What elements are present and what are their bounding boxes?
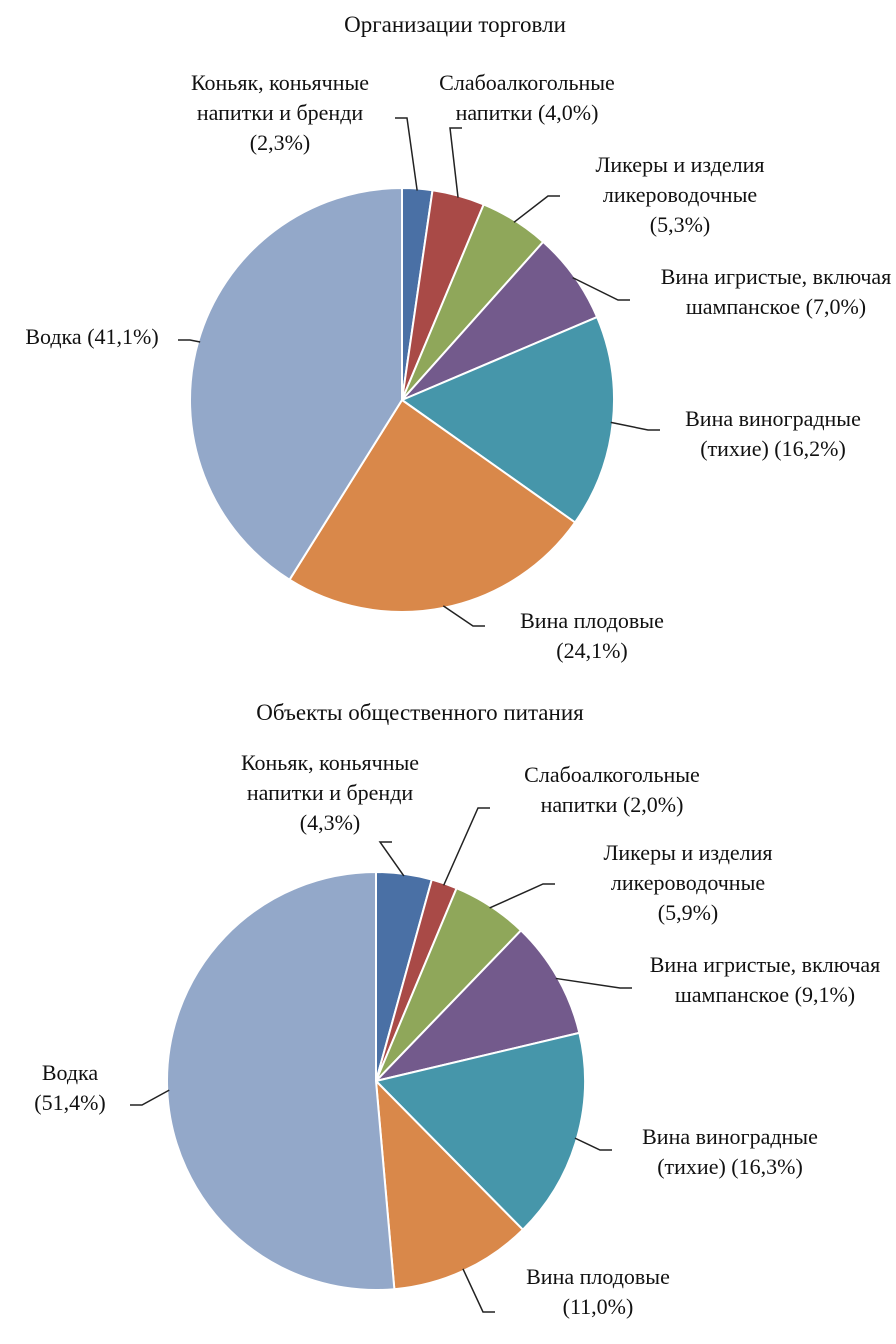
category-name: Ликеры и изделия ликероводочные bbox=[595, 152, 765, 207]
value-label: (24,1%) bbox=[556, 638, 628, 663]
category-name: Слабоалкогольные напитки bbox=[439, 70, 615, 125]
value-label: (16,3%) bbox=[731, 1154, 803, 1179]
value-label: (4,0%) bbox=[537, 100, 599, 125]
category-name: Вина игристые, включая шампанское bbox=[649, 952, 881, 1007]
slice-label: Слабоалкогольные напитки (2,0%) bbox=[502, 760, 722, 820]
leader-line bbox=[572, 276, 630, 301]
leader-line bbox=[378, 841, 405, 877]
value-label: (41,1%) bbox=[87, 324, 159, 349]
slice-label: Водка (41,1%) bbox=[7, 322, 177, 352]
category-name: Водка bbox=[25, 324, 82, 349]
value-label: (11,0%) bbox=[562, 1294, 634, 1319]
slice-label: Ликеры и изделия ликероводочные (5,3%) bbox=[580, 150, 780, 240]
category-name: Коньяк, коньячные напитки и бренди bbox=[240, 750, 420, 805]
slice-label: Вина виноградные (тихие) (16,3%) bbox=[615, 1122, 845, 1182]
leader-line bbox=[462, 1268, 495, 1313]
leader-line bbox=[610, 421, 660, 431]
value-label: (5,9%) bbox=[657, 900, 719, 925]
pie-slice bbox=[372, 929, 581, 1083]
value-label: (7,0%) bbox=[805, 294, 867, 319]
value-label: (16,2%) bbox=[774, 436, 846, 461]
category-name: Коньяк, коньячные напитки и бренди bbox=[190, 70, 370, 125]
leader-line bbox=[513, 195, 560, 223]
category-name: Вина игристые, включая шампанское bbox=[660, 264, 892, 319]
value-label: (9,1%) bbox=[794, 982, 856, 1007]
leader-line bbox=[449, 127, 462, 198]
slice-label: Вина игристые, включая шампанское (7,0%) bbox=[656, 262, 896, 322]
value-label: (5,3%) bbox=[649, 212, 711, 237]
slice-label: Ликеры и изделия ликероводочные (5,9%) bbox=[578, 838, 798, 928]
slice-label: Вина игристые, включая шампанское (9,1%) bbox=[645, 950, 885, 1010]
category-name: Ликеры и изделия ликероводочные bbox=[603, 840, 773, 895]
value-label: (51,4%) bbox=[34, 1090, 106, 1115]
category-name: Вина виноградные (тихие) bbox=[642, 1124, 818, 1179]
leader-line bbox=[489, 883, 555, 909]
pie-slice bbox=[166, 870, 396, 1291]
chart-title: Объекты общественного питания bbox=[256, 700, 584, 725]
leader-line bbox=[395, 117, 418, 191]
leader-line bbox=[130, 1089, 170, 1106]
slice-label: Вина плодовые (11,0%) bbox=[498, 1262, 698, 1322]
leader-line bbox=[442, 807, 490, 886]
slice-label: Коньяк, коньячные напитки и бренди (2,3%… bbox=[170, 68, 390, 158]
slice-label: Вина плодовые (24,1%) bbox=[492, 606, 692, 666]
slice-label: Коньяк, коньячные напитки и бренди (4,3%… bbox=[215, 748, 445, 838]
leader-line bbox=[555, 977, 632, 989]
leader-line bbox=[574, 1137, 612, 1151]
category-name: Водка bbox=[41, 1060, 99, 1085]
value-label: (4,3%) bbox=[299, 810, 361, 835]
pie-slice bbox=[288, 398, 577, 613]
slice-label: Водка (51,4%) bbox=[10, 1058, 130, 1118]
category-name: Вина плодовые bbox=[520, 608, 664, 633]
leader-line bbox=[178, 339, 201, 343]
category-name: Слабоалкогольные напитки bbox=[524, 762, 700, 817]
slice-label: Слабоалкогольные напитки (4,0%) bbox=[417, 68, 637, 128]
leader-line bbox=[442, 605, 485, 627]
category-name: Вина виноградные (тихие) bbox=[685, 406, 861, 461]
value-label: (2,3%) bbox=[249, 130, 311, 155]
category-name: Вина плодовые bbox=[526, 1264, 670, 1289]
value-label: (2,0%) bbox=[622, 792, 684, 817]
slice-label: Вина виноградные (тихие) (16,2%) bbox=[658, 404, 888, 464]
chart-title: Организации торговли bbox=[344, 12, 566, 37]
